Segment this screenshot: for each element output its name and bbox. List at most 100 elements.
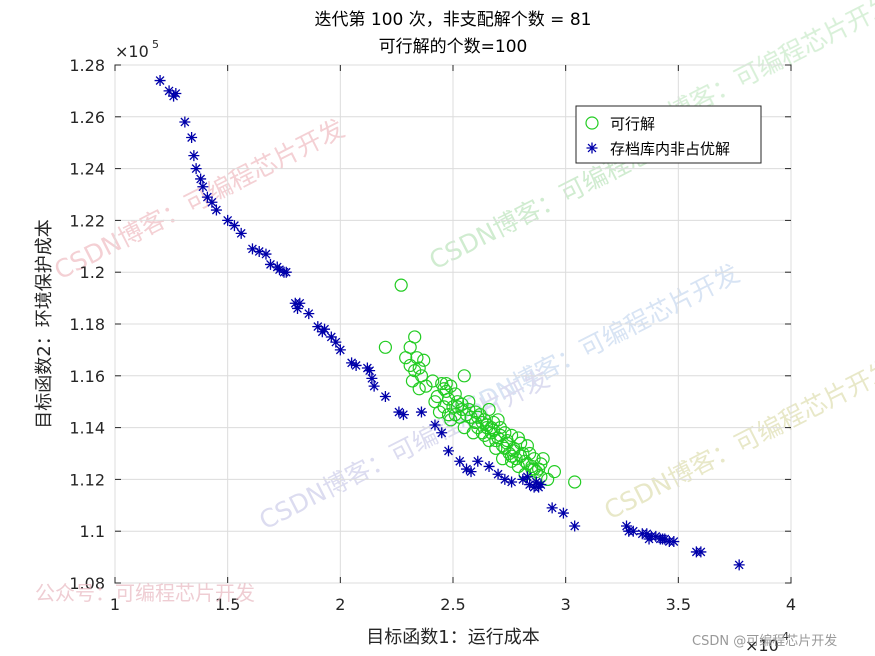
- y-exponent-power: 5: [152, 38, 159, 51]
- archive-point: [273, 264, 285, 276]
- legend-label-archive: 存档库内非占优解: [610, 140, 730, 158]
- x-axis-label: 目标函数1：运行成本: [366, 627, 539, 648]
- archive-point: [461, 463, 473, 475]
- feasible-point: [489, 433, 503, 448]
- archive-point: [346, 357, 358, 369]
- x-tick-label: 1: [110, 595, 120, 614]
- feasible-point: [525, 462, 539, 476]
- feasible-point: [504, 428, 519, 442]
- legend-label-feasible: 可行解: [610, 115, 655, 133]
- feasible-point: [462, 402, 476, 417]
- y-tick-label: 1.18: [69, 315, 105, 334]
- feasible-point: [513, 436, 528, 450]
- feasible-point: [520, 439, 534, 453]
- y-tick-label: 1.24: [69, 160, 105, 179]
- feasible-point: [378, 340, 392, 354]
- y-tick-label: 1.1: [80, 522, 105, 541]
- archive-point: [521, 471, 533, 483]
- archive-point: [415, 406, 427, 418]
- y-tick-label: 1.14: [69, 419, 105, 438]
- y-tick-label: 1.12: [69, 470, 105, 489]
- feasible-point: [468, 405, 483, 419]
- archive-point: [506, 476, 518, 488]
- archive-point: [228, 220, 240, 232]
- y-axis-label: 目标函数2：环境保护成本: [34, 219, 55, 428]
- archive-point: [454, 455, 466, 467]
- archive-point: [641, 528, 653, 540]
- feasible-point: [520, 457, 534, 471]
- feasible-point: [394, 278, 408, 292]
- archive-point: [695, 546, 707, 558]
- archive-point: [393, 406, 405, 418]
- archive-point: [350, 359, 362, 371]
- archive-point: [524, 479, 536, 491]
- feasible-point: [547, 465, 562, 479]
- archive-point: [627, 525, 639, 537]
- archive-point: [517, 473, 529, 485]
- feasible-point: [410, 351, 424, 365]
- archive-point: [330, 336, 342, 348]
- x-tick-label: 3: [561, 595, 571, 614]
- archive-point: [319, 323, 331, 335]
- archive-point: [253, 245, 265, 257]
- feasible-point: [541, 472, 555, 486]
- archive-point: [294, 297, 306, 309]
- y-tick-label: 1.22: [69, 211, 105, 230]
- feasible-point: [457, 369, 471, 383]
- legend-box: [575, 105, 762, 164]
- archive-point: [364, 365, 376, 377]
- archive-point: [246, 243, 258, 255]
- archive-point: [621, 520, 633, 532]
- feasible-point: [408, 364, 422, 378]
- y-tick-label: 1.26: [69, 108, 105, 127]
- feasible-series: [378, 278, 582, 489]
- archive-point: [170, 87, 182, 99]
- feasible-point: [417, 353, 431, 367]
- feasible-point: [444, 379, 458, 393]
- archive-point: [546, 502, 558, 514]
- feasible-point: [471, 421, 485, 435]
- archive-point: [280, 266, 292, 278]
- archive-point: [429, 419, 441, 431]
- archive-point: [210, 204, 222, 216]
- archive-point: [312, 321, 324, 333]
- feasible-point: [439, 384, 453, 398]
- x-exponent-power: 4: [782, 630, 789, 643]
- feasible-point: [462, 395, 476, 409]
- archive-point: [201, 191, 213, 203]
- feasible-point: [536, 452, 550, 466]
- y-tick-label: 1.16: [69, 367, 105, 386]
- feasible-point: [426, 374, 440, 388]
- feasible-point: [448, 387, 462, 401]
- y-tick-label: 1.28: [69, 56, 105, 75]
- feasible-point: [464, 410, 478, 424]
- legend: 可行解 存档库内非占优解: [575, 105, 762, 164]
- y-exponent-base: ×10: [115, 42, 149, 61]
- y-tick-label: 1.2: [80, 263, 105, 282]
- archive-point: [222, 214, 234, 226]
- feasible-point: [498, 441, 512, 455]
- feasible-point: [399, 351, 413, 365]
- archive-point: [260, 248, 272, 260]
- archive-point: [197, 181, 209, 193]
- feasible-point: [523, 446, 537, 461]
- archive-point: [368, 380, 380, 392]
- feasible-point: [448, 408, 462, 422]
- archive-point: [206, 196, 218, 208]
- archive-point: [530, 476, 542, 488]
- archive-point: [334, 344, 346, 356]
- legend-star-mark: [586, 142, 598, 154]
- feasible-point: [493, 428, 507, 442]
- feasible-point: [493, 421, 507, 435]
- feasible-point: [489, 441, 503, 455]
- archive-point: [303, 308, 315, 320]
- archive-point: [499, 473, 511, 485]
- archive-point: [186, 132, 198, 144]
- archive-point: [659, 533, 671, 545]
- feasible-point: [428, 395, 442, 409]
- chart-subtitle: 可行解的个数=100: [379, 37, 528, 57]
- x-tick-label: 3.5: [666, 595, 691, 614]
- feasible-point: [412, 382, 426, 396]
- archive-point: [366, 372, 378, 384]
